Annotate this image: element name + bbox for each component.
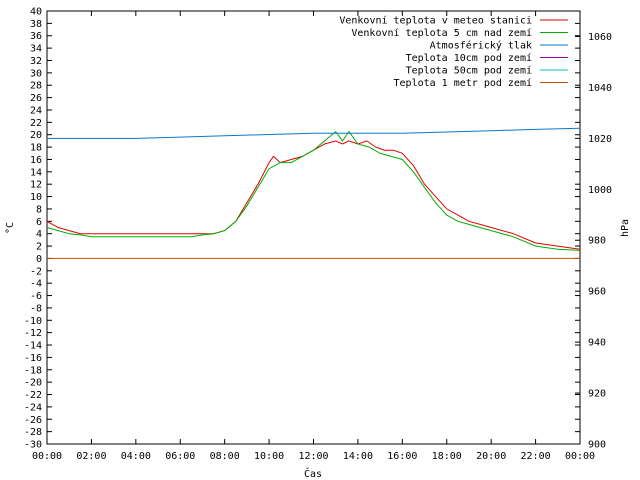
y-right-tick-label: 1040: [588, 83, 612, 94]
y-left-tick-label: 8: [36, 204, 42, 215]
y-left-tick-label: 4: [36, 229, 42, 240]
x-tick-label: 12:00: [298, 451, 328, 462]
x-tick-label: 22:00: [521, 451, 551, 462]
y-left-tick-label: -18: [24, 365, 42, 376]
y-right-tick-label: 900: [588, 440, 606, 451]
series-line-2: [46, 130, 581, 251]
y-left-tick-label: 32: [30, 56, 42, 67]
legend-label-6: Teplota 1 metr pod zemí: [394, 77, 532, 89]
y-left-tick-label: 12: [30, 180, 42, 191]
y-right-tick-label: 960: [588, 287, 606, 298]
y-left-tick-label: 34: [30, 44, 42, 55]
y-axis-right-label: hPa: [620, 219, 631, 237]
x-tick-label: 20:00: [476, 451, 506, 462]
y-left-tick-label: -24: [24, 402, 42, 413]
series-line-1: [46, 140, 581, 250]
y-axis-right: 1060 1040 1020 1000 980 960 940 920 900: [575, 32, 612, 451]
x-tick-label: 16:00: [387, 451, 417, 462]
y-left-tick-label: -14: [24, 341, 42, 352]
y-right-tick-label: 1060: [588, 32, 612, 43]
y-left-tick-label: 36: [30, 31, 42, 42]
y-left-tick-label: -4: [30, 279, 42, 290]
x-tick-label: 00:00: [565, 451, 595, 462]
legend-label-2: Venkovní teplota 5 cm nad zemí: [351, 27, 532, 39]
y-left-tick-label: -22: [24, 390, 42, 401]
y-left-tick-label: 28: [30, 81, 42, 92]
y-right-tick-label: 1000: [588, 185, 612, 196]
y-left-tick-label: 22: [30, 118, 42, 129]
y-left-tick-label: -26: [24, 415, 42, 426]
y-left-tick-label: -10: [24, 316, 42, 327]
y-axis-left: 4038363432302826242220181614121086420-2-…: [24, 7, 580, 451]
x-tick-label: 00:00: [32, 451, 62, 462]
y-left-tick-label: -2: [30, 266, 42, 277]
legend-label-1: Venkovní teplota v meteo stanici: [339, 15, 532, 27]
y-left-tick-label: -8: [30, 303, 42, 314]
y-left-tick-label: 6: [36, 217, 42, 228]
y-right-tick-label: 920: [588, 389, 606, 400]
y-axis-left-label: °C: [5, 222, 16, 234]
x-tick-label: 10:00: [254, 451, 284, 462]
y-right-tick-label: 940: [588, 338, 606, 349]
y-left-tick-label: 24: [30, 105, 42, 116]
x-tick-label: 02:00: [76, 451, 106, 462]
y-left-tick-label: 10: [30, 192, 42, 203]
x-tick-label: 04:00: [121, 451, 151, 462]
legend-label-5: Teplota 50cm pod zemí: [406, 65, 532, 77]
legend-label-3: Atmosférický tlak: [430, 40, 532, 52]
y-left-tick-label: 18: [30, 143, 42, 154]
y-left-tick-label: -20: [24, 378, 42, 389]
x-axis-label: Čas: [304, 467, 322, 480]
y-left-tick-label: 30: [30, 68, 42, 79]
x-tick-label: 08:00: [210, 451, 240, 462]
x-axis: 00:00 02:00 04:00 06:00 08:00 10:00 12:00 14:00…: [32, 11, 595, 462]
x-tick-label: 14:00: [343, 451, 373, 462]
legend: Venkovní teplota v meteo staniciVenkovní…: [339, 15, 568, 89]
y-left-tick-label: -12: [24, 328, 42, 339]
legend-label-4: Teplota 10cm pod zemí: [406, 52, 532, 64]
y-left-tick-label: 40: [30, 7, 42, 18]
y-left-tick-label: -16: [24, 353, 42, 364]
y-right-tick-label: 1020: [588, 134, 612, 145]
y-left-tick-label: 14: [30, 167, 42, 178]
y-left-tick-label: 2: [36, 242, 42, 253]
y-left-tick-label: 38: [30, 19, 42, 30]
y-left-tick-label: 16: [30, 155, 42, 166]
y-left-tick-label: 20: [30, 130, 42, 141]
y-left-tick-label: -6: [30, 291, 42, 302]
y-left-tick-label: 0: [36, 254, 42, 265]
x-tick-label: 18:00: [432, 451, 462, 462]
series-line-3: [47, 127, 581, 139]
y-left-tick-label: 26: [30, 93, 42, 104]
y-left-tick-label: -30: [24, 440, 42, 451]
y-right-tick-label: 980: [588, 236, 606, 247]
series-layer: [46, 127, 581, 259]
x-tick-label: 06:00: [165, 451, 195, 462]
y-left-tick-label: -28: [24, 427, 42, 438]
